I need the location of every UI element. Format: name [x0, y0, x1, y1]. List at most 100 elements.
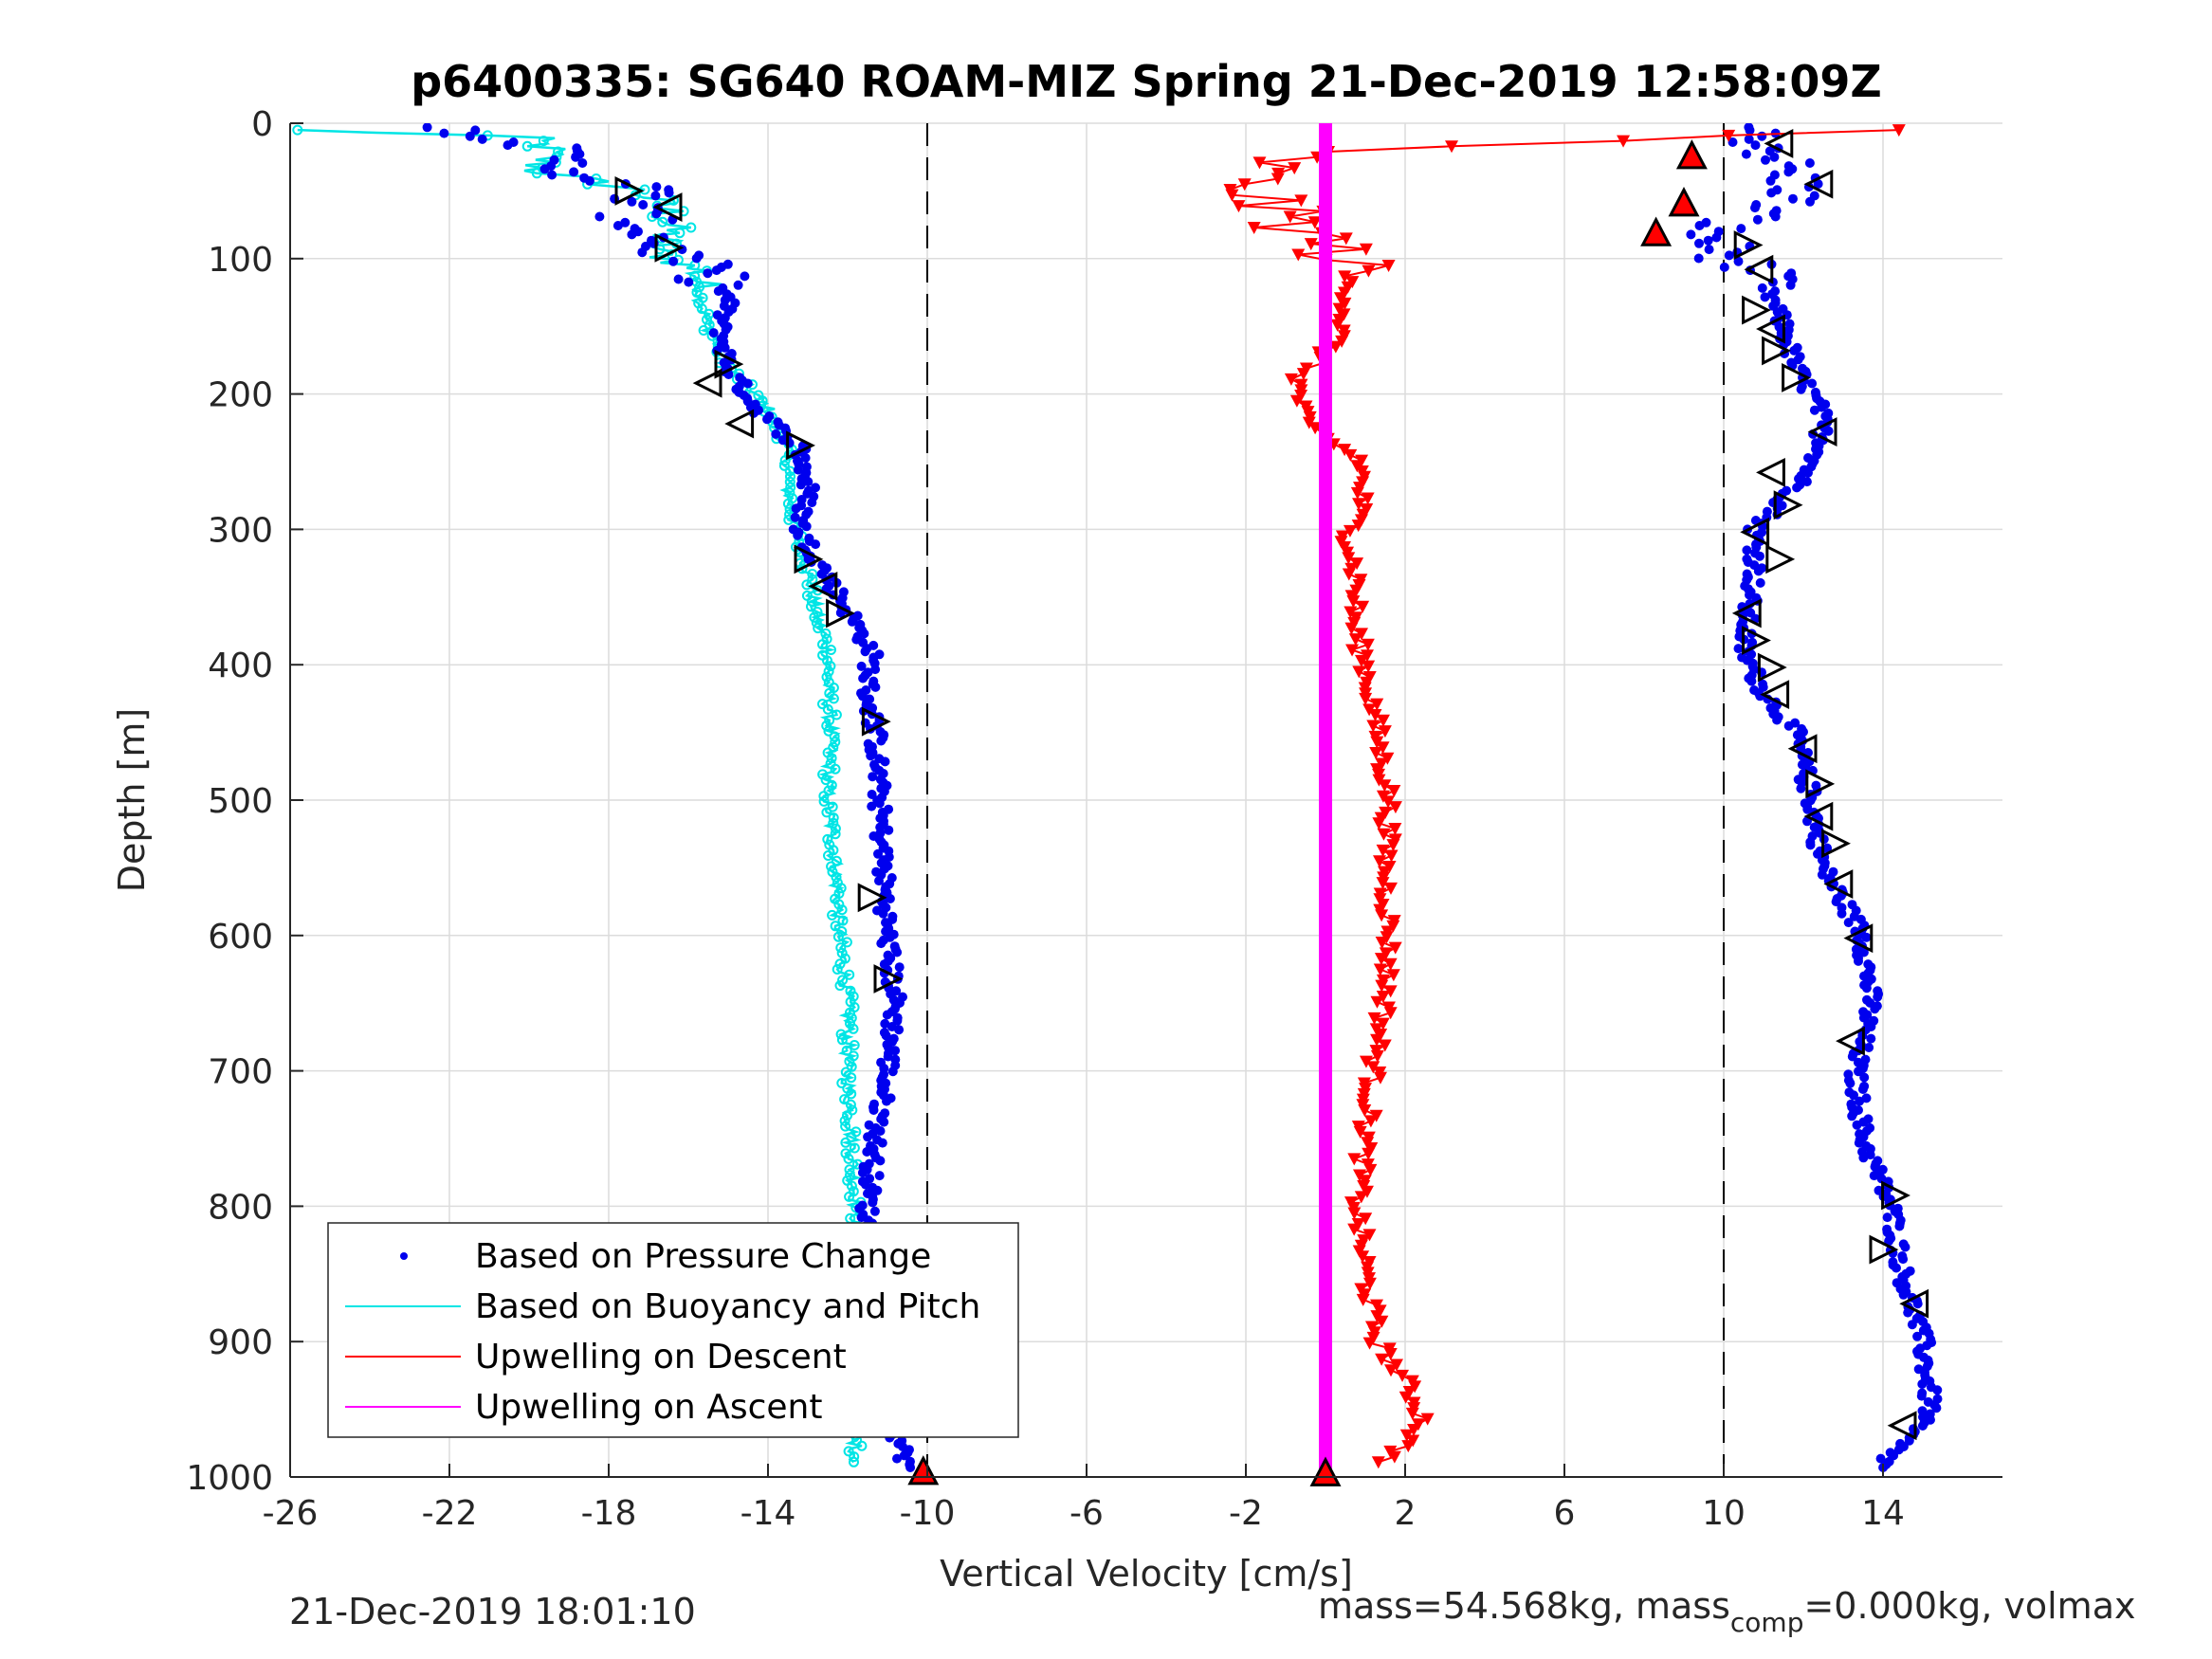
- upwelling-descent-point: [1356, 600, 1370, 613]
- buoyancy-point: [827, 909, 838, 921]
- pressure-ascent-point: [1831, 897, 1841, 907]
- pressure-ascent-point: [1804, 158, 1815, 168]
- pressure-descent-point: [875, 1156, 886, 1166]
- buoyancy-point: [817, 699, 828, 710]
- pressure-descent-point: [880, 1018, 890, 1029]
- buoyancy-point: [846, 1088, 857, 1100]
- open-triangle-marker: [1821, 829, 1851, 859]
- x-tick-label: -2: [1229, 1494, 1263, 1533]
- pressure-ascent-point: [1728, 137, 1738, 147]
- pressure-descent-point: [503, 140, 513, 151]
- upwelling-descent-point: [1368, 709, 1382, 722]
- pressure-ascent-point: [1898, 1289, 1909, 1300]
- upwelling-descent-point: [1445, 140, 1459, 154]
- upwelling-descent-point: [1378, 1039, 1392, 1052]
- upwelling-descent-point: [1722, 129, 1736, 142]
- upwelling-descent-point: [1328, 340, 1343, 354]
- buoyancy-point: [823, 665, 834, 677]
- pressure-descent-point: [877, 1138, 887, 1148]
- upwelling-descent-point: [1376, 741, 1390, 755]
- buoyancy-point: [812, 607, 823, 617]
- pressure-ascent-point: [1765, 175, 1776, 186]
- pressure-ascent-point: [1803, 467, 1813, 478]
- pressure-ascent-point: [1757, 131, 1767, 141]
- legend-label: Upwelling on Descent: [475, 1338, 847, 1376]
- buoyancy-point: [836, 1078, 848, 1088]
- open-triangle-marker: [1757, 652, 1787, 683]
- y-tick-label: 400: [208, 647, 273, 685]
- upwelling-descent-point: [1356, 1293, 1370, 1306]
- pressure-ascent-point: [1917, 1379, 1928, 1389]
- buoyancy-point: [836, 947, 848, 958]
- open-triangle-marker: [1742, 295, 1771, 325]
- buoyancy-point: [843, 1153, 854, 1164]
- open-triangle-marker: [1740, 517, 1770, 547]
- open-triangle-marker: [1756, 457, 1785, 487]
- buoyancy-point: [691, 287, 703, 298]
- pressure-descent-point: [899, 1450, 909, 1461]
- pressure-ascent-point: [1843, 918, 1854, 928]
- y-tick-label: 1000: [186, 1459, 273, 1498]
- pressure-descent-point: [673, 274, 684, 284]
- buoyancy-point: [844, 1191, 855, 1202]
- upwelling-descent-point: [1352, 498, 1366, 511]
- pressure-descent-point: [866, 751, 876, 761]
- pressure-ascent-point: [1746, 676, 1757, 686]
- open-triangle-marker: [1869, 1234, 1899, 1265]
- upwelling-descent-point: [1330, 319, 1344, 332]
- open-triangle-marker: [1803, 801, 1834, 831]
- open-triangle-marker: [1764, 128, 1794, 158]
- pressure-ascent-point: [1769, 152, 1780, 162]
- upwelling-descent-point: [1359, 1212, 1373, 1226]
- upwelling-descent-point: [1361, 492, 1375, 505]
- open-triangle-marker: [1836, 1026, 1865, 1056]
- pressure-descent-point: [650, 191, 661, 201]
- open-triangle-marker: [1787, 734, 1818, 764]
- red-triangle-marker: [1640, 216, 1673, 246]
- buoyancy-point: [821, 671, 832, 683]
- pressure-ascent-point: [1854, 1066, 1863, 1077]
- upwelling-descent-point: [1363, 1163, 1378, 1176]
- buoyancy-point: [836, 1034, 848, 1046]
- upwelling-descent-point: [1225, 189, 1239, 202]
- buoyancy-point: [832, 964, 843, 975]
- y-tick-label: 200: [208, 376, 273, 415]
- pressure-descent-point: [860, 647, 870, 657]
- open-triangle-marker: [692, 368, 722, 398]
- pressure-descent-point: [793, 465, 803, 475]
- x-tick-label: -18: [581, 1494, 637, 1533]
- buoyancy-point: [830, 737, 841, 748]
- open-triangle-marker: [1731, 598, 1762, 629]
- buoyancy-point: [831, 855, 842, 866]
- upwelling-descent-point: [1405, 1407, 1419, 1420]
- pressure-ascent-point: [1892, 1263, 1901, 1273]
- y-tick-label: 900: [208, 1323, 273, 1362]
- buoyancy-point: [827, 801, 838, 812]
- pressure-ascent-point: [1752, 214, 1763, 225]
- mass-text: mass=54.568kg, mass: [1318, 1585, 1730, 1627]
- upwelling-descent-point: [1369, 747, 1383, 760]
- pressure-descent-point: [795, 480, 806, 490]
- pressure-ascent-point: [1852, 1120, 1862, 1130]
- pressure-ascent-point: [1858, 1153, 1869, 1163]
- buoyancy-point: [826, 753, 837, 764]
- pressure-ascent-point: [1770, 211, 1781, 222]
- buoyancy-point: [822, 833, 833, 845]
- pressure-descent-point: [870, 682, 881, 692]
- pressure-ascent-point: [1861, 983, 1872, 994]
- pressure-ascent-point: [1884, 1236, 1894, 1247]
- chart-title: p6400335: SG640 ROAM-MIZ Spring 21-Dec-2…: [411, 56, 1882, 107]
- open-triangle-marker: [1782, 363, 1811, 392]
- pressure-descent-point: [742, 378, 753, 389]
- x-tick-label: -10: [900, 1494, 956, 1533]
- buoyancy-point: [837, 975, 849, 986]
- buoyancy-point: [848, 1023, 859, 1034]
- buoyancy-point: [839, 1094, 850, 1105]
- buoyancy-point: [844, 1164, 855, 1176]
- mass-subscript: comp: [1729, 1607, 1804, 1638]
- buoyancy-point: [823, 725, 834, 737]
- upwelling-descent-point: [1371, 1456, 1385, 1469]
- pressure-descent-point: [873, 848, 883, 859]
- open-triangle-marker: [1762, 336, 1791, 366]
- pressure-descent-point: [539, 164, 550, 174]
